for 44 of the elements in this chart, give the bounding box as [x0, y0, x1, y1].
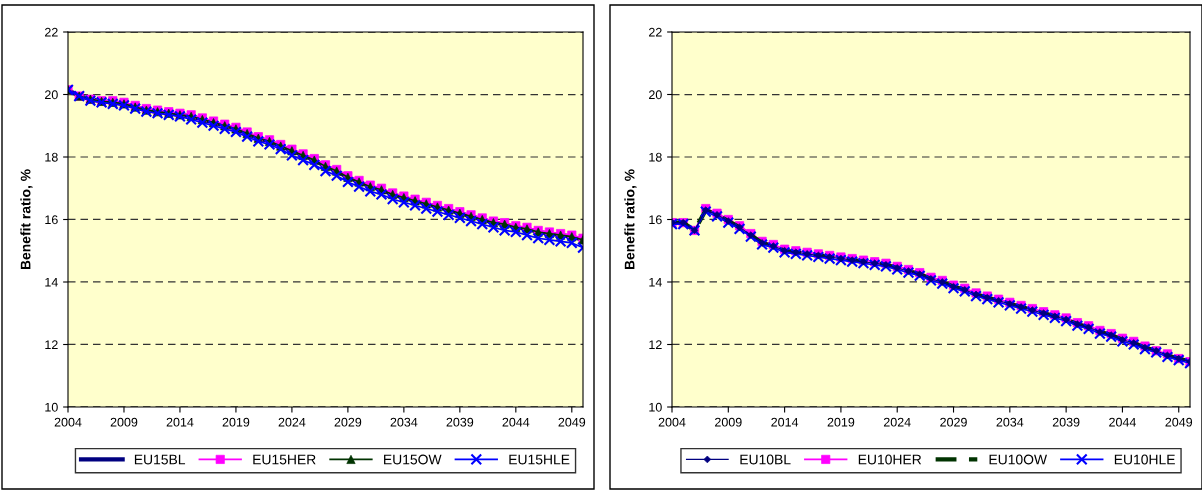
y-tick-label: 18: [45, 152, 58, 162]
x-tick-label: 2019: [827, 417, 855, 427]
x-tick-label: 2014: [166, 417, 194, 427]
legend-label: EU15HER: [253, 454, 316, 465]
x-tick-label: 2034: [390, 417, 418, 427]
legend-label: EU10HLE: [1114, 454, 1175, 465]
x-tick-label: 2044: [1109, 417, 1136, 427]
y-tick-label: 16: [649, 215, 662, 225]
x-tick-label: 2004: [54, 417, 82, 427]
y-tick-label: 12: [649, 340, 662, 350]
legend-label: EU15HLE: [509, 454, 570, 465]
x-tick-label: 2004: [658, 417, 686, 427]
x-tick-label: 2024: [278, 417, 306, 427]
y-tick-label: 12: [45, 340, 58, 350]
x-tick-label: 2029: [334, 417, 362, 427]
y-tick-label: 10: [45, 402, 58, 412]
y-axis-title: Benefit ratio, %: [624, 169, 637, 270]
x-tick-label: 2049: [1165, 417, 1193, 427]
y-tick-label: 20: [45, 90, 58, 100]
x-tick-label: 2009: [110, 417, 138, 427]
y-axis-title: Benefit ratio, %: [20, 169, 33, 270]
x-tick-label: 2019: [222, 417, 250, 427]
x-tick-label: 2039: [446, 417, 474, 427]
x-tick-label: 2049: [558, 417, 586, 427]
x-tick-label: 2024: [883, 417, 911, 427]
x-tick-label: 2034: [996, 417, 1024, 427]
y-tick-label: 18: [649, 152, 662, 162]
y-tick-label: 20: [649, 90, 662, 100]
y-tick-label: 14: [649, 277, 662, 287]
y-tick-label: 14: [45, 277, 58, 287]
x-tick-label: 2014: [771, 417, 799, 427]
y-tick-label: 16: [45, 215, 58, 225]
y-tick-label: 10: [649, 402, 662, 412]
y-tick-label: 22: [649, 27, 662, 37]
x-tick-label: 2009: [715, 417, 742, 427]
x-tick-label: 2044: [502, 417, 530, 427]
legend-label: EU10OW: [989, 454, 1048, 465]
legend-label: EU15OW: [384, 454, 442, 465]
x-tick-label: 2039: [1052, 417, 1080, 427]
legend-label: EU15BL: [134, 454, 186, 465]
legend-label: EU10BL: [740, 454, 791, 465]
x-tick-label: 2029: [940, 417, 967, 427]
legend-label: EU10HER: [858, 454, 922, 465]
y-tick-label: 22: [45, 27, 58, 37]
